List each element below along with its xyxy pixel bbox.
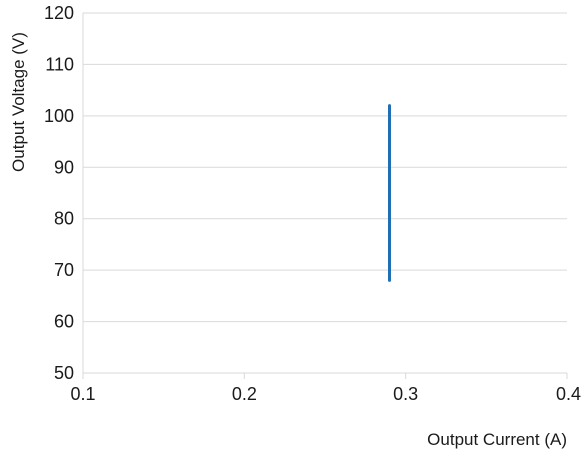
x-tick-label: 0.2 xyxy=(232,384,257,404)
x-tick-label: 0.3 xyxy=(393,384,418,404)
x-tick-label: 0.1 xyxy=(70,384,95,404)
y-tick-label: 100 xyxy=(44,106,74,126)
y-tick-label: 110 xyxy=(45,54,74,74)
gridlines xyxy=(83,12,567,323)
tick-labels: 50 60 70 80 90 100 110 120 0.1 0.2 0.3 0.4 xyxy=(44,3,581,404)
x-axis-title: Output Current (A) xyxy=(427,430,567,449)
y-tick-label: 120 xyxy=(44,3,74,23)
axes xyxy=(82,13,568,379)
y-tick-label: 70 xyxy=(54,260,74,280)
y-tick-label: 50 xyxy=(54,363,74,383)
y-tick-label: 60 xyxy=(54,312,74,332)
x-tick-label: 0.4 xyxy=(556,384,581,404)
y-tick-label: 80 xyxy=(54,209,74,229)
y-axis-title: Output Voltage (V) xyxy=(9,32,28,172)
y-tick-label: 90 xyxy=(54,157,74,177)
